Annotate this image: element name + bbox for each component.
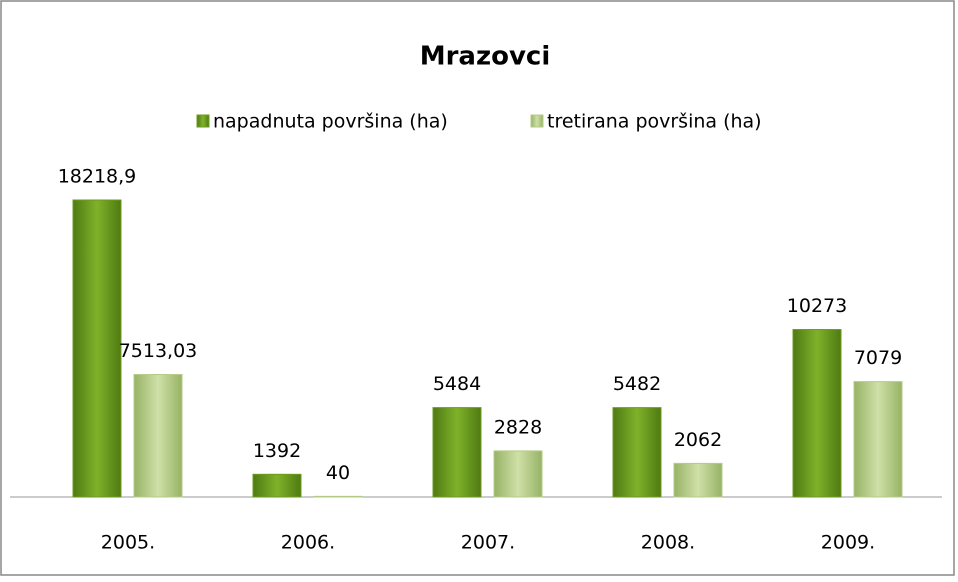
x-tick-label: 2009. bbox=[821, 532, 875, 554]
bar bbox=[252, 473, 302, 498]
data-label: 40 bbox=[326, 462, 350, 484]
data-label: 10273 bbox=[787, 295, 847, 317]
bar bbox=[313, 495, 363, 498]
chart-title: Mrazovci bbox=[420, 42, 551, 72]
x-tick-label: 2007. bbox=[461, 532, 515, 554]
bar bbox=[133, 374, 183, 498]
data-label: 7079 bbox=[854, 347, 902, 369]
legend-swatch bbox=[530, 114, 544, 128]
bar bbox=[673, 462, 723, 498]
data-label: 18218,9 bbox=[58, 166, 137, 188]
bar bbox=[853, 381, 903, 498]
legend-label: tretirana površina (ha) bbox=[547, 111, 762, 133]
bar bbox=[792, 329, 842, 498]
legend-swatch bbox=[196, 114, 210, 128]
data-label: 2828 bbox=[494, 416, 542, 438]
bar bbox=[612, 407, 662, 498]
data-label: 5482 bbox=[613, 373, 661, 395]
x-tick-label: 2006. bbox=[281, 532, 335, 554]
x-tick-label: 2008. bbox=[641, 532, 695, 554]
legend-label: napadnuta površina (ha) bbox=[213, 111, 448, 133]
bar bbox=[493, 450, 543, 498]
data-label: 1392 bbox=[253, 440, 301, 462]
bar bbox=[432, 407, 482, 498]
data-label: 2062 bbox=[674, 429, 722, 451]
bar bbox=[72, 199, 122, 498]
data-label: 7513,03 bbox=[119, 340, 198, 362]
data-label: 5484 bbox=[433, 373, 481, 395]
x-tick-label: 2005. bbox=[101, 532, 155, 554]
